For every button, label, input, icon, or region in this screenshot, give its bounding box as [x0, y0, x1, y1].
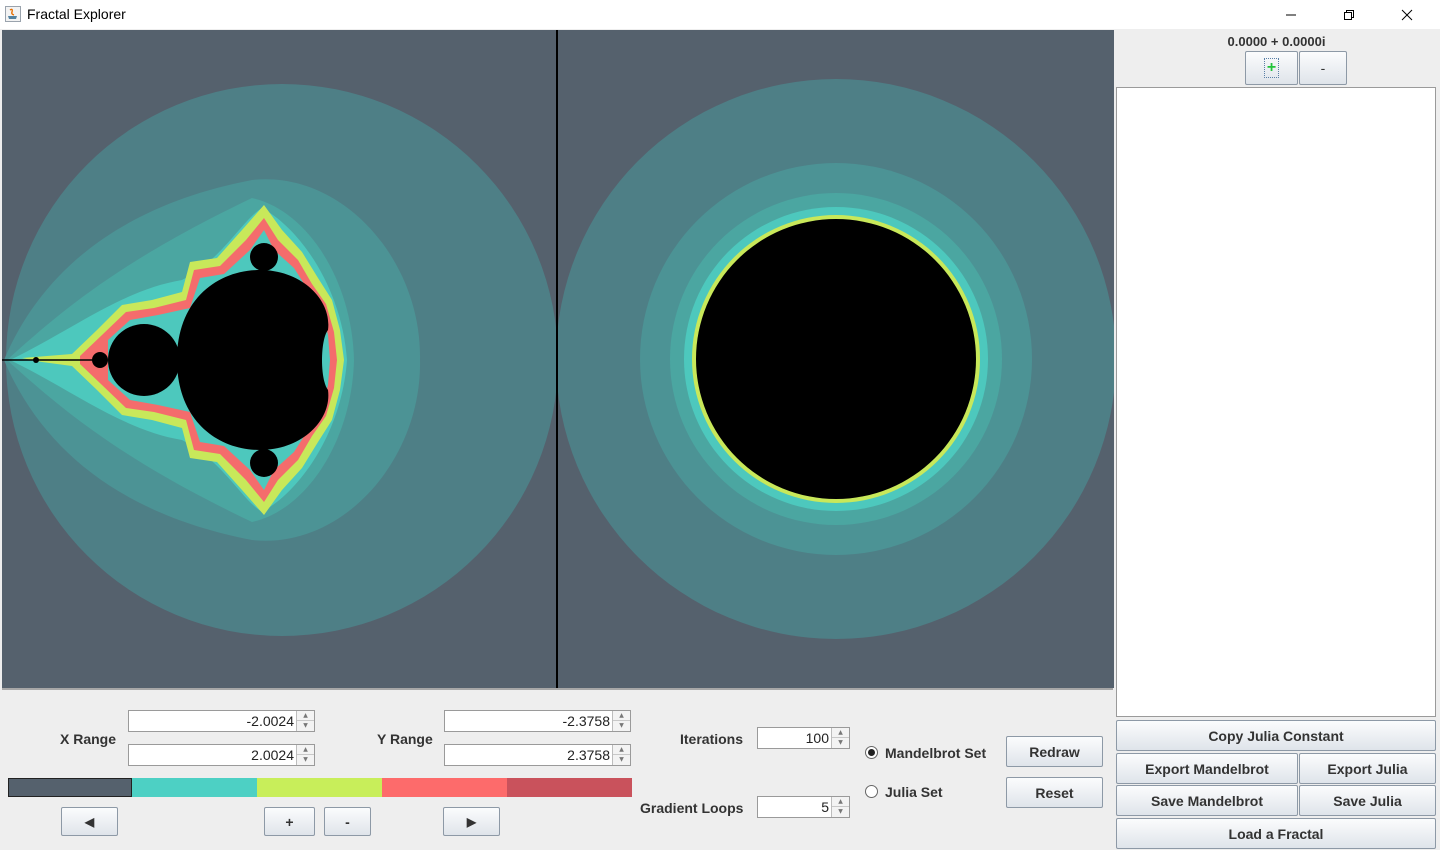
close-icon [1401, 9, 1413, 20]
y-min-spinner[interactable]: -2.3758 ▲ ▼ [444, 710, 631, 732]
gradient-loops-spinner[interactable]: 5 ▲ ▼ [757, 796, 850, 818]
y-max-value: 2.3758 [567, 747, 610, 763]
spinner-up-icon[interactable]: ▲ [297, 711, 314, 721]
gradient-swatch-0[interactable] [8, 778, 132, 797]
add-bookmark-button[interactable]: + [1245, 51, 1298, 85]
gradient-swatch-4[interactable] [507, 778, 632, 797]
remove-color-button[interactable]: - [324, 807, 371, 836]
spinner-down-icon[interactable]: ▼ [619, 756, 624, 763]
minus-icon: - [345, 813, 350, 830]
x-range-label: X Range [60, 731, 117, 747]
window-title: Fractal Explorer [27, 6, 126, 22]
spinner-down-icon[interactable]: ▼ [303, 756, 308, 763]
save-mandelbrot-button[interactable]: Save Mandelbrot [1116, 785, 1298, 816]
reset-button[interactable]: Reset [1006, 777, 1103, 808]
add-color-button[interactable]: + [264, 807, 315, 836]
copy-julia-constant-button[interactable]: Copy Julia Constant [1116, 720, 1436, 751]
spinner-up-icon[interactable]: ▲ [832, 797, 849, 807]
iterations-spinner[interactable]: 100 ▲ ▼ [757, 727, 850, 749]
saved-constants-list[interactable] [1116, 87, 1436, 717]
export-mandelbrot-button[interactable]: Export Mandelbrot [1116, 753, 1298, 784]
julia-canvas[interactable] [556, 30, 1114, 688]
export-julia-button[interactable]: Export Julia [1299, 753, 1436, 784]
julia-constant-display: 0.0000 + 0.0000i [1227, 34, 1326, 49]
restore-icon [1344, 9, 1354, 20]
remove-bookmark-button[interactable]: - [1299, 51, 1347, 85]
spinner-down-icon[interactable]: ▼ [303, 722, 308, 729]
gradient-swatch-1[interactable] [132, 778, 257, 797]
close-button[interactable] [1384, 0, 1430, 29]
fractal-canvas-area [2, 30, 1114, 688]
gradient-loops-value: 5 [821, 799, 829, 815]
julia-constant-header: 0.0000 + 0.0000i + - [1115, 30, 1438, 86]
spinner-down-icon[interactable]: ▼ [619, 722, 624, 729]
spinner-down-icon[interactable]: ▼ [838, 739, 843, 746]
iterations-label: Iterations [680, 731, 744, 747]
spinner-up-icon[interactable]: ▲ [613, 711, 630, 721]
prev-color-button[interactable]: ◀ [61, 807, 118, 836]
title-bar: Fractal Explorer [0, 0, 1440, 29]
x-max-spinner[interactable]: 2.0024 ▲ ▼ [128, 744, 315, 766]
plus-icon: + [1263, 58, 1280, 78]
mandelbrot-radio-label[interactable]: Mandelbrot Set [885, 745, 987, 761]
redraw-button[interactable]: Redraw [1006, 736, 1103, 767]
save-julia-button[interactable]: Save Julia [1299, 785, 1436, 816]
x-min-spinner[interactable]: -2.0024 ▲ ▼ [128, 710, 315, 732]
gradient-swatch-3[interactable] [382, 778, 507, 797]
radio-selected-dot [868, 749, 875, 756]
spinner-up-icon[interactable]: ▲ [297, 745, 314, 755]
mandelbrot-radio[interactable] [865, 746, 878, 759]
gradient-swatch-2[interactable] [257, 778, 382, 797]
side-panel: 0.0000 + 0.0000i + - Copy Julia Constant… [1115, 30, 1438, 850]
spinner-up-icon[interactable]: ▲ [613, 745, 630, 755]
right-arrow-icon: ▶ [466, 814, 477, 829]
y-max-spinner[interactable]: 2.3758 ▲ ▼ [444, 744, 631, 766]
x-min-value: -2.0024 [246, 713, 294, 729]
spinner-up-icon[interactable]: ▲ [832, 728, 849, 738]
canvas-divider [556, 30, 558, 688]
left-arrow-icon: ◀ [84, 814, 95, 829]
gradient-loops-label: Gradient Loops [640, 800, 744, 816]
y-min-value: -2.3758 [562, 713, 610, 729]
julia-radio-label[interactable]: Julia Set [885, 784, 943, 800]
restore-button[interactable] [1326, 0, 1372, 29]
next-color-button[interactable]: ▶ [443, 807, 500, 836]
iterations-value: 100 [805, 730, 829, 746]
minimize-button[interactable] [1268, 0, 1314, 29]
minimize-icon [1286, 14, 1296, 15]
julia-radio[interactable] [865, 785, 878, 798]
load-fractal-button[interactable]: Load a Fractal [1116, 818, 1436, 849]
java-app-icon [5, 6, 21, 22]
y-range-label: Y Range [377, 731, 433, 747]
spinner-down-icon[interactable]: ▼ [838, 808, 843, 815]
gradient-preview[interactable] [8, 778, 632, 797]
mandelbrot-canvas[interactable] [2, 30, 558, 688]
plus-icon: + [285, 813, 294, 830]
minus-icon: - [1320, 60, 1326, 76]
x-max-value: 2.0024 [251, 747, 294, 763]
controls-panel: X Range -2.0024 ▲ ▼ 2.0024 ▲ ▼ Y Range -2.… [2, 688, 1113, 848]
